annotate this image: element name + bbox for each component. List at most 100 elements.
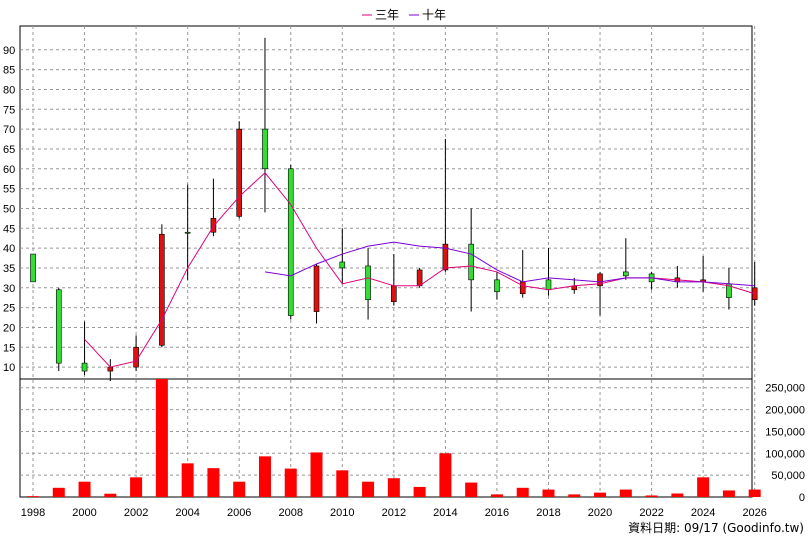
price-tick-label: 25 (3, 303, 15, 315)
candle-body (184, 231, 191, 234)
candle-body (442, 243, 449, 271)
candles (30, 37, 758, 381)
x-tick-label: 2026 (742, 507, 766, 519)
legend-label: 三年 (375, 8, 399, 22)
volume-tick-label: 250,000 (765, 383, 805, 395)
volume-bar (336, 470, 349, 497)
volume-bar (594, 492, 607, 497)
price-tick-label: 65 (3, 144, 15, 156)
moving-average-lines (84, 172, 755, 368)
volume-bar (748, 489, 761, 497)
candle-body (262, 128, 268, 170)
candle-body (416, 269, 423, 287)
candle-body (365, 265, 371, 300)
x-tick-label: 2000 (72, 507, 96, 519)
price-tick-label: 30 (3, 283, 15, 295)
volume-bar (155, 379, 168, 497)
price-tick-label: 50 (3, 203, 15, 215)
volume-bars (27, 379, 761, 497)
volume-bar (130, 477, 143, 497)
volume-bar (671, 493, 684, 497)
price-tick-label: 40 (3, 243, 15, 255)
x-tick-label: 2004 (175, 507, 199, 519)
volume-bar (284, 468, 297, 497)
volume-tick-label: 0 (799, 492, 805, 504)
x-tick-label: 2008 (279, 507, 303, 519)
price-tick-label: 60 (3, 164, 15, 176)
x-tick-label: 2022 (639, 507, 663, 519)
price-tick-label: 55 (3, 184, 15, 196)
volume-bar (362, 481, 375, 497)
footer-source: 資料日期: 09/17 (Goodinfo.tw) (628, 521, 804, 535)
legend-label: 十年 (422, 8, 446, 22)
volume-bar (104, 493, 117, 497)
volume-tick-label: 50,000 (771, 470, 805, 482)
candle-body (133, 346, 139, 368)
series-line (264, 241, 755, 287)
price-tick-label: 90 (3, 45, 15, 57)
x-tick-label: 2016 (485, 507, 509, 519)
candle-body (545, 279, 552, 291)
volume-bar (258, 456, 271, 497)
volume-bar (233, 481, 246, 497)
volume-bar (207, 468, 220, 497)
x-tick-label: 2006 (227, 507, 251, 519)
volume-bar (568, 494, 581, 497)
volume-bar (645, 495, 658, 497)
price-tick-label: 10 (3, 362, 15, 374)
x-tick-label: 2010 (330, 507, 354, 519)
candle-body (55, 289, 62, 364)
volume-bar (439, 453, 452, 497)
candle-body (210, 218, 217, 233)
price-tick-label: 75 (3, 104, 15, 116)
x-tick-label: 2012 (382, 507, 406, 519)
x-tick-label: 1998 (21, 507, 45, 519)
plot-frame (19, 25, 753, 498)
volume-bar (78, 481, 91, 497)
price-tick-label: 70 (3, 124, 15, 136)
candle-body (313, 265, 320, 312)
candle-body (519, 281, 526, 295)
volume-bar (413, 486, 426, 497)
price-tick-label: 15 (3, 342, 15, 354)
x-axis: 1998 2000 2002 2004 2006 2008 2010 2012 2014 2016… (21, 507, 767, 519)
candle-body (107, 366, 114, 372)
legend: 三年 十年 (362, 8, 446, 22)
price-axis: 10 15 20 25 30 35 40 45 50 55 60 65 70 75 80 85 90 (3, 45, 15, 374)
volume-bar (516, 487, 529, 497)
candle-body (494, 279, 500, 293)
price-tick-label: 20 (3, 322, 15, 334)
candle-body (597, 273, 603, 287)
candle-body (339, 261, 346, 269)
x-tick-label: 2024 (691, 507, 715, 519)
candle-body (623, 271, 629, 277)
volume-bar (542, 489, 555, 497)
x-tick-label: 2018 (536, 507, 560, 519)
candle-body (159, 233, 165, 346)
price-tick-label: 80 (3, 84, 15, 96)
x-tick-label: 2020 (588, 507, 612, 519)
volume-bar (697, 477, 710, 497)
volume-bar (387, 478, 400, 497)
price-tick-label: 45 (3, 223, 15, 235)
volume-bar (490, 494, 503, 497)
volume-bar (310, 452, 323, 497)
volume-tick-label: 150,000 (765, 426, 805, 438)
volume-bar (465, 482, 478, 497)
volume-bar (52, 487, 65, 497)
price-tick-label: 35 (3, 263, 15, 275)
volume-bar (619, 489, 632, 497)
x-tick-label: 2014 (433, 507, 457, 519)
volume-axis: 0 50,000 100,000 150,000 200,000 250,000 (765, 383, 805, 504)
volume-bar (722, 490, 735, 497)
volume-tick-label: 200,000 (765, 405, 805, 417)
candle-body (468, 243, 474, 281)
price-tick-label: 85 (3, 65, 15, 77)
volume-bar (181, 463, 194, 497)
candle-body (81, 362, 88, 372)
candle-body (287, 168, 294, 316)
volume-bar (27, 496, 39, 497)
x-tick-label: 2002 (124, 507, 148, 519)
candle-body (30, 253, 36, 283)
